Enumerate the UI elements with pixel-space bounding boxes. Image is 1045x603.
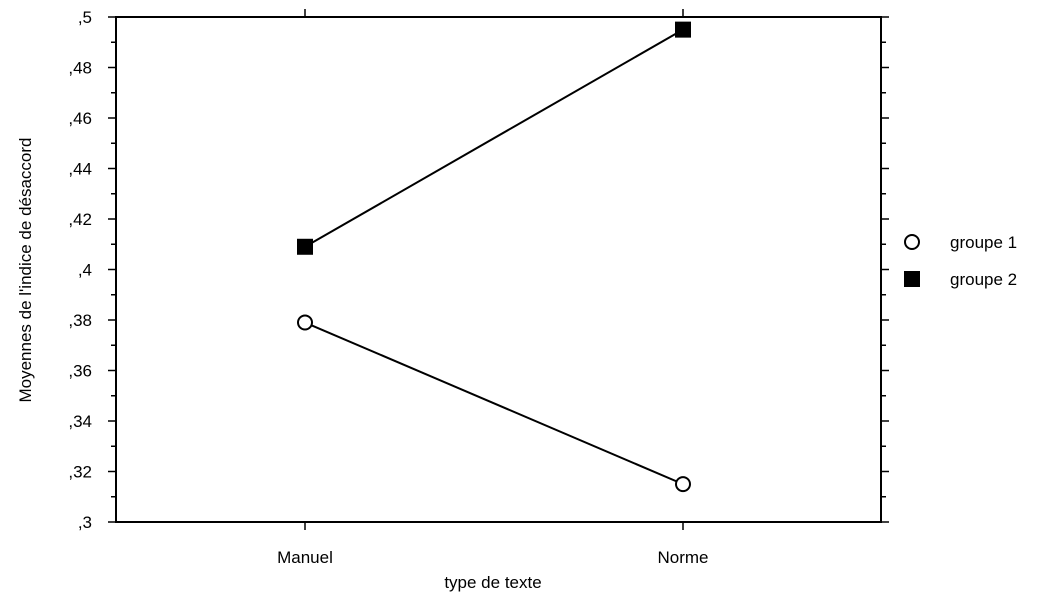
y-tick-label: ,36 xyxy=(68,362,92,381)
y-tick-label: ,5 xyxy=(78,8,92,27)
data-point-square xyxy=(675,21,691,38)
series-line xyxy=(304,321,684,486)
y-tick-label: ,38 xyxy=(68,311,92,330)
y-tick-label: ,46 xyxy=(68,109,92,128)
legend-label: groupe 2 xyxy=(950,270,1017,289)
y-tick-label: ,42 xyxy=(68,210,92,229)
y-tick-label: ,4 xyxy=(78,261,92,280)
y-tick-label: ,3 xyxy=(78,513,92,532)
y-tick-label: ,34 xyxy=(68,412,92,431)
data-point-circle xyxy=(297,314,313,331)
data-point-square xyxy=(297,238,313,255)
y-tick-label: ,48 xyxy=(68,59,92,78)
series-line xyxy=(304,28,684,248)
y-axis-label: Moyennes de l'indice de désaccord xyxy=(16,137,35,402)
data-point-circle xyxy=(675,476,691,493)
x-tick-label: Manuel xyxy=(277,548,333,567)
plot-frame xyxy=(115,16,882,523)
y-tick-label: ,32 xyxy=(68,463,92,482)
x-axis-label: type de texte xyxy=(444,573,541,592)
legend-marker-circle xyxy=(904,234,920,250)
marks-layer xyxy=(297,21,691,493)
y-tick-label: ,44 xyxy=(68,160,92,179)
legend-marker-square xyxy=(904,271,920,287)
legend: groupe 1 groupe 2 xyxy=(904,233,1017,289)
x-tick-label: Norme xyxy=(657,548,708,567)
legend-label: groupe 1 xyxy=(950,233,1017,252)
ticks-layer: ,3 ,32 ,34 ,36 ,38 ,4 ,42 ,44 ,46 ,48 ,5 Manuel Norm… xyxy=(68,8,889,567)
